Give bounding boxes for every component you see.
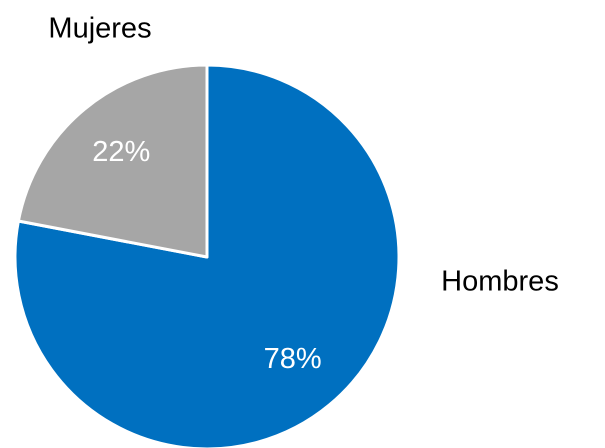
category-label: Hombres [441, 266, 559, 298]
pie-slice [13, 63, 401, 448]
data-label: 22% [92, 136, 150, 168]
pie-slice [16, 63, 209, 259]
category-label: Mujeres [48, 13, 151, 45]
data-label: 78% [264, 343, 322, 375]
